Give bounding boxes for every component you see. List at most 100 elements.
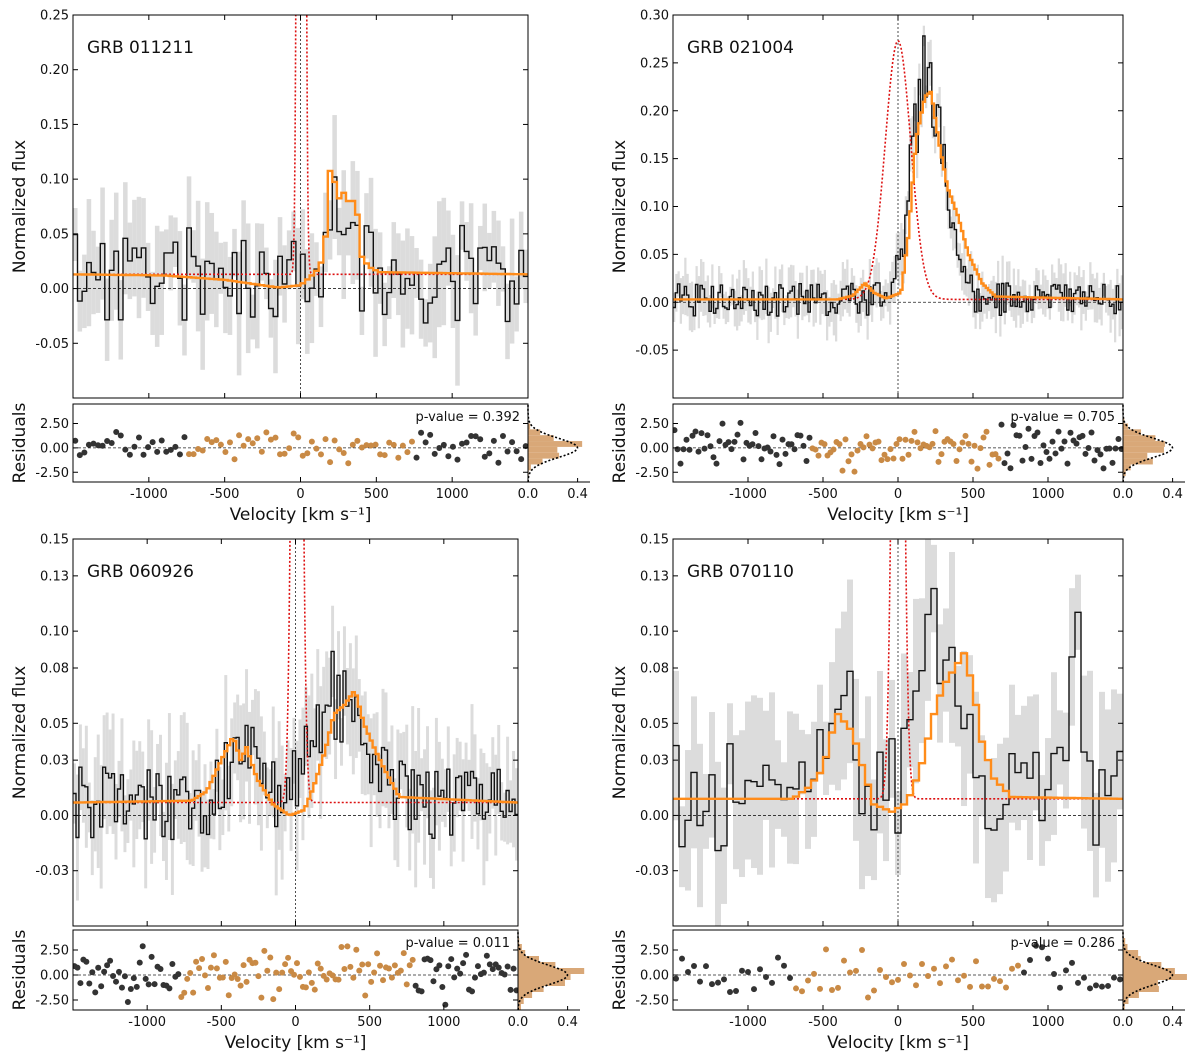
residual-point-fit bbox=[937, 980, 943, 987]
residual-point-fit bbox=[896, 436, 903, 443]
residual-point bbox=[126, 451, 133, 458]
residual-point bbox=[752, 430, 759, 437]
hist-bar bbox=[1123, 1004, 1125, 1010]
resid-y-tick-label: -2.50 bbox=[635, 466, 669, 481]
residual-point-fit bbox=[953, 458, 960, 465]
residual-point bbox=[77, 980, 84, 987]
residual-point-fit bbox=[985, 983, 991, 990]
hist-bar bbox=[528, 435, 554, 442]
residual-point-fit bbox=[817, 985, 823, 992]
resid-y-tick-label: -2.50 bbox=[35, 466, 69, 481]
residual-point-fit bbox=[955, 977, 961, 984]
y-tick-label: 0.05 bbox=[640, 717, 669, 732]
residual-point bbox=[1040, 442, 1047, 449]
y-tick-label: 0.13 bbox=[640, 569, 669, 584]
residual-point bbox=[468, 433, 475, 440]
residual-point-fit bbox=[836, 441, 843, 448]
y-tick-label: 0.20 bbox=[40, 63, 69, 78]
residual-point-fit bbox=[884, 456, 891, 463]
residual-point-fit bbox=[854, 447, 861, 454]
residual-point bbox=[673, 975, 679, 982]
residual-point-fit bbox=[237, 982, 244, 989]
residual-point-fit bbox=[851, 468, 858, 475]
residual-point bbox=[149, 439, 156, 446]
residual-point-fit bbox=[799, 988, 805, 995]
hist-tick-label: 0.0 bbox=[518, 487, 539, 502]
residual-point-fit bbox=[190, 451, 197, 458]
residual-point bbox=[99, 442, 106, 449]
residual-point bbox=[483, 952, 490, 959]
data-spectrum bbox=[73, 650, 518, 841]
residual-point bbox=[439, 983, 446, 990]
residual-point-fit bbox=[1003, 984, 1009, 991]
residual-point-fit bbox=[322, 436, 329, 443]
residual-point bbox=[779, 436, 786, 443]
residual-point bbox=[122, 446, 129, 453]
residual-point bbox=[148, 953, 155, 960]
residual-point bbox=[104, 438, 111, 445]
residual-point-fit bbox=[236, 432, 243, 439]
x-tick-label: -500 bbox=[210, 487, 240, 502]
residual-point bbox=[89, 969, 96, 976]
y-tick-label: 0.00 bbox=[640, 296, 669, 311]
residual-point bbox=[471, 974, 478, 981]
residual-point bbox=[460, 960, 467, 967]
intrinsic-profile bbox=[73, 539, 518, 804]
p-value-label: p-value = 0.011 bbox=[406, 936, 510, 951]
hist-tick-label: 0.0 bbox=[1113, 487, 1134, 502]
y-tick-label: 0.08 bbox=[40, 662, 69, 677]
y-axis-label: Normalized flux bbox=[610, 140, 630, 273]
residual-point-fit bbox=[276, 986, 283, 993]
residual-point bbox=[472, 433, 479, 440]
y-tick-label: -0.03 bbox=[635, 864, 669, 879]
residual-point bbox=[763, 973, 769, 980]
residual-point-fit bbox=[282, 961, 289, 968]
residual-point bbox=[773, 451, 780, 458]
x-tick-label: 1000 bbox=[436, 487, 469, 502]
residual-point bbox=[707, 443, 714, 450]
residual-point-fit bbox=[919, 961, 925, 968]
residual-point bbox=[117, 432, 124, 439]
hist-bar bbox=[528, 423, 531, 430]
residual-point-fit bbox=[222, 449, 229, 456]
y-tick-label: 0.15 bbox=[640, 152, 669, 167]
residual-point bbox=[167, 446, 174, 453]
residual-point-fit bbox=[327, 459, 334, 466]
residual-point bbox=[163, 448, 170, 455]
residual-point bbox=[449, 443, 456, 450]
residual-point-fit bbox=[839, 467, 846, 474]
residual-point bbox=[734, 431, 741, 438]
resid-y-tick-label: 2.50 bbox=[640, 944, 669, 959]
residual-point-fit bbox=[408, 438, 415, 445]
residual-point bbox=[1111, 974, 1117, 981]
residual-point-fit bbox=[386, 439, 393, 446]
residual-point bbox=[710, 454, 717, 461]
residual-point-fit bbox=[365, 961, 372, 968]
hist-bar bbox=[1123, 968, 1175, 974]
residual-point-fit bbox=[345, 460, 352, 467]
residual-point-fit bbox=[195, 446, 202, 453]
residual-point bbox=[739, 967, 745, 974]
residual-point bbox=[469, 988, 476, 995]
residual-point-fit bbox=[965, 440, 972, 447]
residual-point bbox=[1037, 460, 1044, 467]
residual-point bbox=[121, 973, 128, 980]
residual-point-fit bbox=[805, 977, 811, 984]
residual-point bbox=[157, 965, 164, 972]
residual-point bbox=[1112, 445, 1119, 452]
residual-point-fit bbox=[905, 451, 912, 458]
y-axis-label: Normalized flux bbox=[10, 666, 30, 799]
residual-point-fit bbox=[404, 449, 411, 456]
residual-point-fit bbox=[811, 970, 817, 977]
resid-y-tick-label: 0.00 bbox=[40, 969, 69, 984]
residual-point-fit bbox=[213, 437, 220, 444]
residual-point bbox=[73, 437, 79, 444]
residual-point bbox=[110, 973, 117, 980]
residual-point bbox=[1109, 459, 1116, 466]
x-tick-label: -1000 bbox=[729, 1015, 767, 1030]
residual-histogram: 0.0 0.4 bbox=[508, 926, 585, 1030]
hist-bar bbox=[1123, 992, 1139, 998]
residual-point bbox=[1043, 449, 1050, 456]
